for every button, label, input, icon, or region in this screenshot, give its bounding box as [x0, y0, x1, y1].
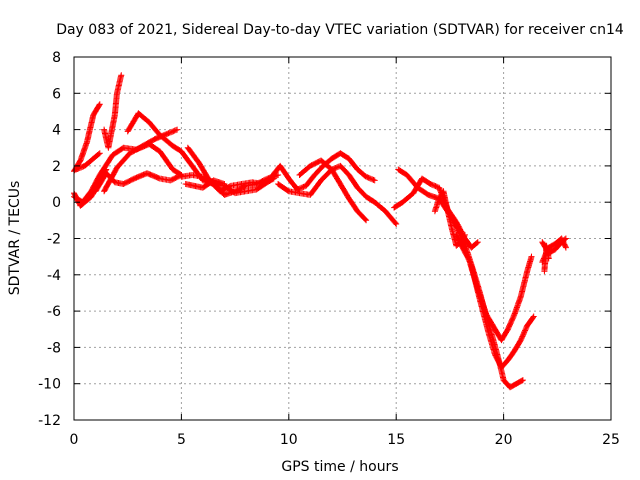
x-tick-label: 25: [602, 432, 620, 448]
y-tick-label: 6: [52, 86, 61, 102]
data-series-arc11: [182, 177, 228, 191]
data-series-arc4: [73, 150, 103, 173]
data-series-arc14: [296, 157, 370, 224]
data-series-arc22: [431, 188, 468, 249]
x-tick-label: 20: [495, 432, 513, 448]
data-series-arc2: [71, 141, 185, 206]
x-tick-label: 10: [280, 432, 298, 448]
y-tick-label: -4: [47, 268, 61, 284]
y-tick-label: -8: [47, 340, 61, 356]
y-tick-label: -12: [38, 413, 61, 429]
data-series-arc21: [541, 242, 552, 275]
axis-ticks: 0 5 10 15 20 25 -12 -10 -8 -6 -4 -2 0 2 4 6 8: [38, 50, 620, 448]
x-axis-label: GPS time / hours: [281, 459, 398, 475]
y-tick-label: -6: [47, 304, 61, 320]
data-series-arc17: [453, 231, 535, 344]
data-series-arc13: [275, 162, 400, 227]
data-series-arc15: [391, 175, 481, 251]
x-tick-label: 15: [387, 432, 405, 448]
y-tick-label: 8: [52, 50, 61, 66]
x-tick-label: 5: [177, 432, 186, 448]
y-tick-label: -2: [47, 232, 61, 248]
data-points: [71, 72, 569, 391]
y-tick-label: -10: [38, 377, 61, 393]
data-series-arc7: [101, 126, 181, 195]
y-tick-label: 4: [52, 123, 61, 139]
data-series-arc18: [468, 262, 537, 371]
gridlines: [74, 57, 611, 420]
data-series-arc16: [395, 166, 526, 391]
chart-title: Day 083 of 2021, Sidereal Day-to-day VTE…: [56, 22, 624, 38]
data-series-arc5: [101, 72, 125, 151]
y-axis-label: SDTVAR / TECUs: [7, 181, 23, 296]
y-tick-label: 2: [52, 159, 61, 175]
data-series-arc6: [92, 170, 185, 195]
x-tick-label: 0: [70, 432, 79, 448]
y-tick-label: 0: [52, 195, 61, 211]
